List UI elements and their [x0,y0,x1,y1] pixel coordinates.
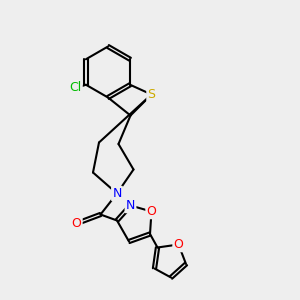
Text: O: O [147,205,156,218]
Text: O: O [174,238,183,251]
Text: N: N [112,187,122,200]
Text: S: S [148,88,155,101]
Text: O: O [72,217,81,230]
Text: Cl: Cl [69,81,82,94]
Text: N: N [126,199,135,212]
